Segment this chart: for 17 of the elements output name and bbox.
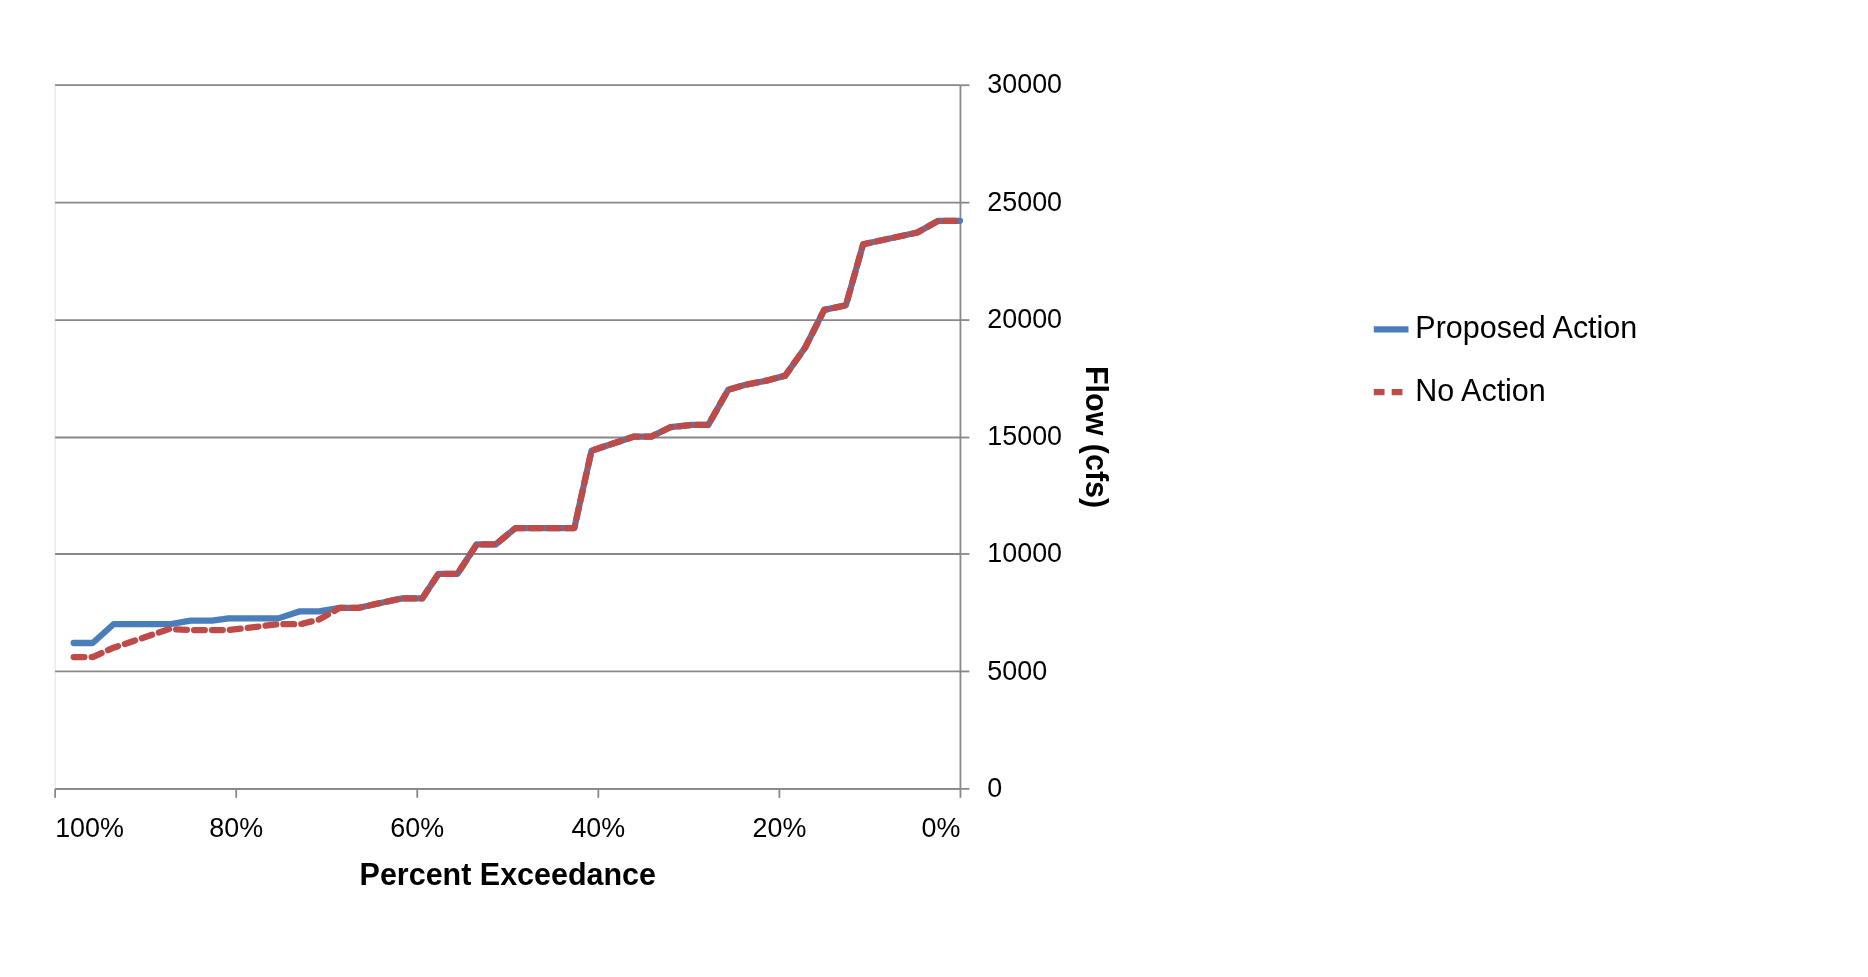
x-tick-label: 100% xyxy=(55,813,124,844)
y-tick-label: 30000 xyxy=(987,69,1063,100)
y-tick-label: 5000 xyxy=(987,655,1048,686)
x-tick-label: 80% xyxy=(209,813,264,844)
y-tick-label: 25000 xyxy=(987,186,1063,217)
x-tick-label: 40% xyxy=(571,813,626,844)
y-tick-label: 0 xyxy=(987,772,1003,803)
x-tick-label: 60% xyxy=(390,813,445,844)
y-tick-label: 20000 xyxy=(987,303,1063,334)
y-axis-title: Flow (cfs) xyxy=(1079,365,1115,509)
x-tick-label: 20% xyxy=(752,813,807,844)
x-axis-title: Percent Exceedance xyxy=(359,856,656,891)
y-tick-label: 15000 xyxy=(987,421,1063,452)
y-tick-label: 10000 xyxy=(987,538,1063,569)
x-tick-label: 0% xyxy=(921,813,961,844)
legend-label: No Action xyxy=(1415,373,1546,408)
legend-label: Proposed Action xyxy=(1415,310,1638,346)
